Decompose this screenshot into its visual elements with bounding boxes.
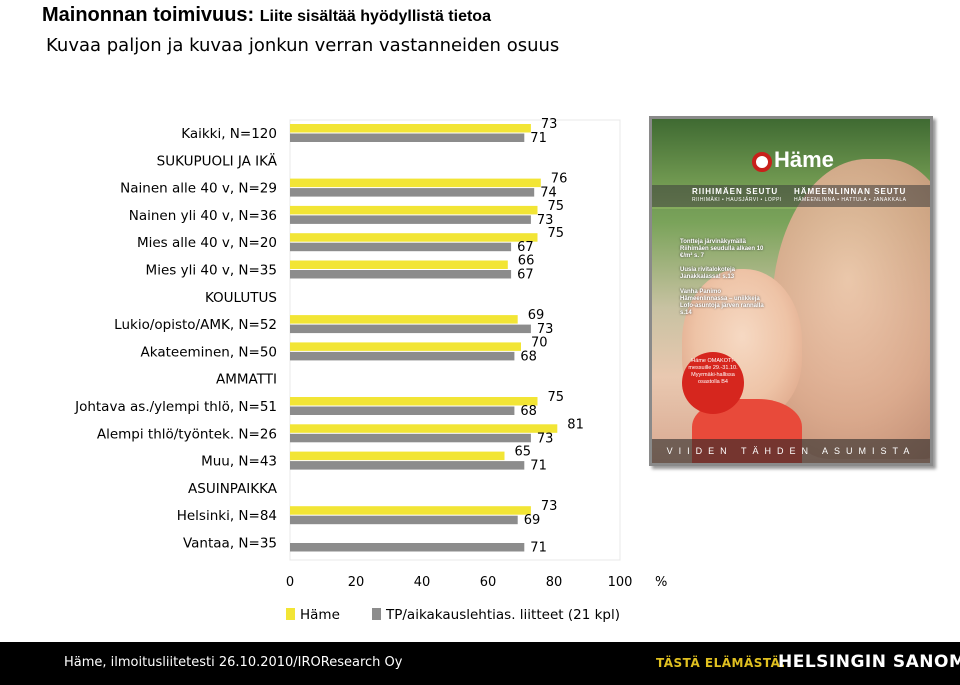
category-label: Mies yli 40 v, N=35 [146, 263, 277, 279]
cover-region-left: RIIHIMÄEN SEUTU [692, 187, 779, 196]
bar-tp [290, 324, 531, 334]
category-label: Nainen yli 40 v, N=36 [129, 208, 277, 224]
cover-logo: Häme [752, 147, 842, 177]
bar-hame [290, 424, 558, 433]
bar-hame [290, 233, 538, 242]
bar-hame [290, 397, 538, 406]
cover-logo-text: Häme [774, 147, 834, 172]
data-label-tp: 68 [520, 349, 537, 364]
data-label-tp: 68 [520, 404, 537, 419]
category-label: Muu, N=43 [201, 454, 277, 470]
title-main: Mainonnan toimivuus: [42, 4, 255, 26]
legend-label-tp: TP/aikakauslehtias. liitteet (21 kpl) [385, 607, 620, 623]
data-label-hame: 66 [518, 254, 535, 269]
bar-hame [290, 178, 541, 188]
bar-tp [290, 351, 515, 361]
data-label-tp: 71 [530, 459, 547, 474]
x-unit-label: % [655, 575, 667, 590]
category-label: Nainen alle 40 v, N=29 [120, 181, 277, 197]
x-tick-label: 100 [608, 575, 633, 590]
title-sub: Liite sisältää hyödyllistä tietoa [259, 8, 491, 25]
magazine-cover-image: Häme RIIHIMÄEN SEUTU RIIHIMÄKI • HAUSJÄR… [649, 116, 933, 466]
category-label: Helsinki, N=84 [177, 508, 277, 524]
footer-slogan: TÄSTÄ ELÄMÄSTÄ. [656, 656, 786, 670]
footer-source: Häme, ilmoitusliitetesti 26.10.2010/IROR… [64, 655, 403, 670]
data-label-tp: 67 [517, 268, 534, 283]
cover-region-bar: RIIHIMÄEN SEUTU RIIHIMÄKI • HAUSJÄRVI • … [652, 185, 930, 207]
category-label: Kaikki, N=120 [181, 126, 277, 142]
bar-tp [290, 461, 525, 470]
bar-hame [290, 506, 531, 515]
category-header-label: ASUINPAIKKA [188, 481, 278, 497]
category-header-label: SUKUPUOLI JA IKÄ [157, 151, 278, 169]
cover-headline-1: Tontteja järvinäkymällä Riihimäen seudul… [680, 239, 764, 259]
data-label-hame: 65 [515, 445, 532, 460]
logo-ring-icon [752, 152, 772, 172]
page-title: Mainonnan toimivuus: Liite sisältää hyöd… [42, 4, 491, 27]
data-label-hame: 70 [531, 335, 548, 350]
legend-swatch-hame [286, 608, 295, 620]
category-header-label: KOULUTUS [205, 290, 277, 306]
cover-headline-3: Vanha Panimo Hämeenlinnassa – uniikkeja … [680, 289, 764, 316]
data-label-tp: 67 [517, 240, 534, 255]
plot-frame [289, 119, 621, 561]
cover-mother-figure [772, 159, 930, 459]
bar-tp [290, 133, 525, 142]
data-label-tp: 71 [530, 541, 547, 556]
category-label: Alempi thlö/työntek. N=26 [97, 426, 277, 442]
footer-brand-logo: HELSINGIN SANOMAT [778, 652, 960, 672]
footer-bar: Häme, ilmoitusliitetesti 26.10.2010/IROR… [0, 642, 960, 685]
data-label-hame: 73 [541, 499, 558, 514]
data-label-hame: 76 [551, 172, 568, 187]
bar-hame [290, 205, 538, 215]
data-label-hame: 69 [528, 308, 545, 323]
bar-chart: Kaikki, N=120 SUKUPUOLI JA IKÄ Nainen alle… [74, 117, 667, 623]
data-label-tp: 71 [530, 131, 547, 146]
category-label: Lukio/opisto/AMK, N=52 [114, 317, 277, 333]
bar-tp [290, 433, 531, 443]
bar-tp [290, 242, 512, 252]
x-tick-label: 60 [480, 575, 497, 590]
x-tick-label: 80 [546, 575, 563, 590]
legend-label-hame: Häme [300, 607, 340, 623]
legend-swatch-tp [372, 608, 381, 620]
x-tick-label: 20 [348, 575, 365, 590]
x-tick-label: 0 [286, 575, 294, 590]
data-label-tp: 74 [540, 186, 557, 201]
bar-tp [290, 188, 535, 197]
bar-tp [290, 270, 512, 279]
x-tick-label: 40 [414, 575, 431, 590]
category-label: Johtava as./ylempi thlö, N=51 [74, 399, 277, 415]
bar-tp [290, 406, 515, 415]
category-label: Mies alle 40 v, N=20 [137, 235, 277, 251]
page-subtitle: Kuvaa paljon ja kuvaa jonkun verran vast… [46, 35, 560, 56]
cover-footer: VIIDEN TÄHDEN ASUMISTA [652, 439, 930, 463]
cover-promo-circle: Häme OMAKOTI- messuille 29.-31.10. Myyrm… [682, 352, 744, 414]
category-header-label: AMMATTI [216, 372, 277, 388]
bar-hame [290, 451, 505, 461]
cover-region-right-small: HÄMEENLINNA • HATTULA • JANAKKALA [794, 197, 907, 203]
data-label-hame: 75 [548, 199, 565, 214]
data-label-hame: 81 [567, 417, 584, 432]
data-label-tp: 73 [537, 322, 554, 337]
category-label: Vantaa, N=35 [183, 536, 277, 552]
cover-region-left-small: RIIHIMÄKI • HAUSJÄRVI • LOPPI [692, 197, 782, 203]
bar-tp [290, 543, 525, 552]
cover-region-right: HÄMEENLINNAN SEUTU [794, 187, 907, 196]
bar-hame [290, 124, 531, 133]
bar-tp [290, 515, 518, 525]
bar-hame [290, 315, 518, 324]
data-label-hame: 75 [548, 226, 565, 241]
data-label-tp: 73 [537, 431, 554, 446]
bar-tp [290, 215, 531, 224]
bar-hame [290, 260, 508, 269]
cover-headline-2: Uusia rivitalokoteja Janakkalassa! s.13 [680, 267, 736, 280]
data-label-tp: 69 [524, 513, 541, 528]
category-label: Akateeminen, N=50 [141, 344, 277, 360]
bar-hame [290, 342, 521, 351]
data-label-hame: 73 [541, 117, 558, 132]
data-label-hame: 75 [548, 390, 565, 405]
data-label-tp: 73 [537, 213, 554, 228]
